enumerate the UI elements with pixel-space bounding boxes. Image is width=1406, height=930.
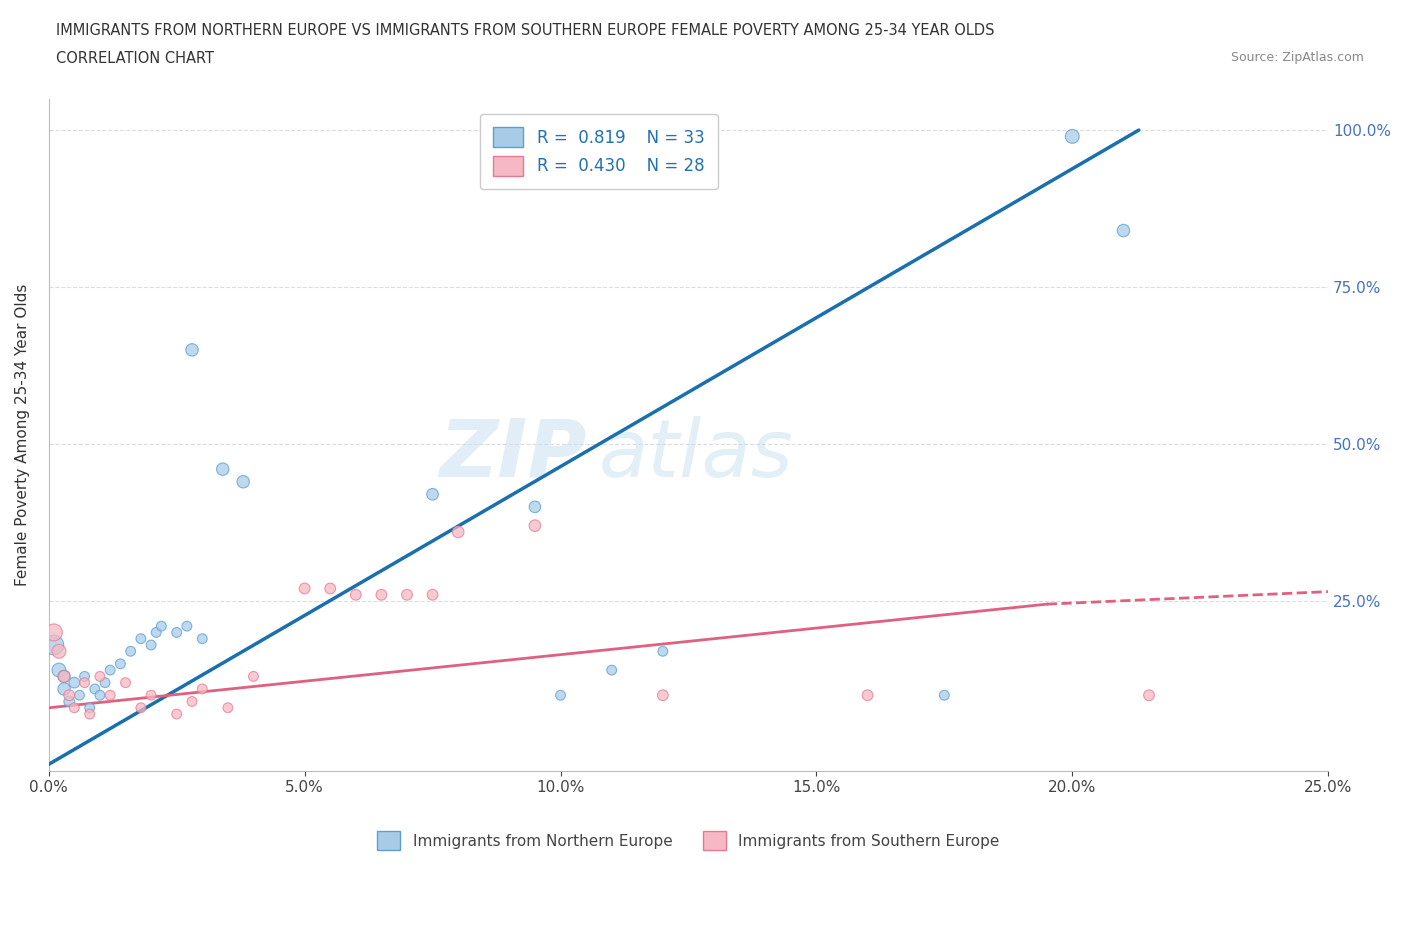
Point: [69, 688, 91, 703]
Point: [89, 688, 111, 703]
Point: [79, 700, 101, 715]
Point: [1137, 688, 1160, 703]
Point: [145, 625, 167, 640]
Point: [94, 675, 117, 690]
Point: [129, 700, 152, 715]
Point: [120, 644, 142, 658]
Point: [58, 694, 80, 709]
Point: [181, 694, 204, 709]
Point: [422, 588, 444, 603]
Point: [73, 675, 96, 690]
Point: [110, 657, 132, 671]
Text: ZIP: ZIP: [439, 416, 586, 494]
Point: [422, 486, 444, 501]
Y-axis label: Female Poverty Among 25-34 Year Olds: Female Poverty Among 25-34 Year Olds: [15, 284, 30, 586]
Point: [63, 675, 86, 690]
Point: [48, 663, 70, 678]
Point: [651, 644, 673, 658]
Point: [139, 638, 162, 653]
Point: [934, 688, 956, 703]
Point: [114, 675, 136, 690]
Point: [344, 588, 367, 603]
Point: [242, 669, 264, 684]
Text: atlas: atlas: [599, 416, 793, 494]
Point: [191, 682, 214, 697]
Point: [58, 688, 80, 703]
Point: [294, 581, 316, 596]
Point: [523, 499, 546, 514]
Point: [139, 688, 162, 703]
Point: [98, 663, 121, 678]
Text: CORRELATION CHART: CORRELATION CHART: [56, 51, 214, 66]
Point: [181, 342, 204, 357]
Point: [395, 588, 418, 603]
Point: [150, 618, 173, 633]
Point: [42, 625, 65, 640]
Point: [550, 688, 572, 703]
Point: [166, 707, 188, 722]
Point: [600, 663, 623, 678]
Point: [319, 581, 342, 596]
Point: [89, 669, 111, 684]
Point: [651, 688, 673, 703]
Point: [217, 700, 239, 715]
Point: [191, 631, 214, 646]
Point: [232, 474, 254, 489]
Point: [129, 631, 152, 646]
Point: [42, 638, 65, 653]
Point: [166, 625, 188, 640]
Point: [53, 682, 76, 697]
Point: [53, 669, 76, 684]
Point: [73, 669, 96, 684]
Point: [211, 461, 233, 476]
Point: [79, 707, 101, 722]
Point: [856, 688, 879, 703]
Text: IMMIGRANTS FROM NORTHERN EUROPE VS IMMIGRANTS FROM SOUTHERN EUROPE FEMALE POVERT: IMMIGRANTS FROM NORTHERN EUROPE VS IMMIG…: [56, 23, 994, 38]
Point: [83, 682, 105, 697]
Legend: Immigrants from Northern Europe, Immigrants from Southern Europe: Immigrants from Northern Europe, Immigra…: [371, 825, 1005, 857]
Point: [98, 688, 121, 703]
Point: [1062, 129, 1084, 144]
Point: [176, 618, 198, 633]
Point: [447, 525, 470, 539]
Point: [53, 669, 76, 684]
Point: [63, 700, 86, 715]
Point: [370, 588, 392, 603]
Text: Source: ZipAtlas.com: Source: ZipAtlas.com: [1230, 51, 1364, 64]
Point: [48, 644, 70, 658]
Point: [1112, 223, 1135, 238]
Point: [523, 518, 546, 533]
